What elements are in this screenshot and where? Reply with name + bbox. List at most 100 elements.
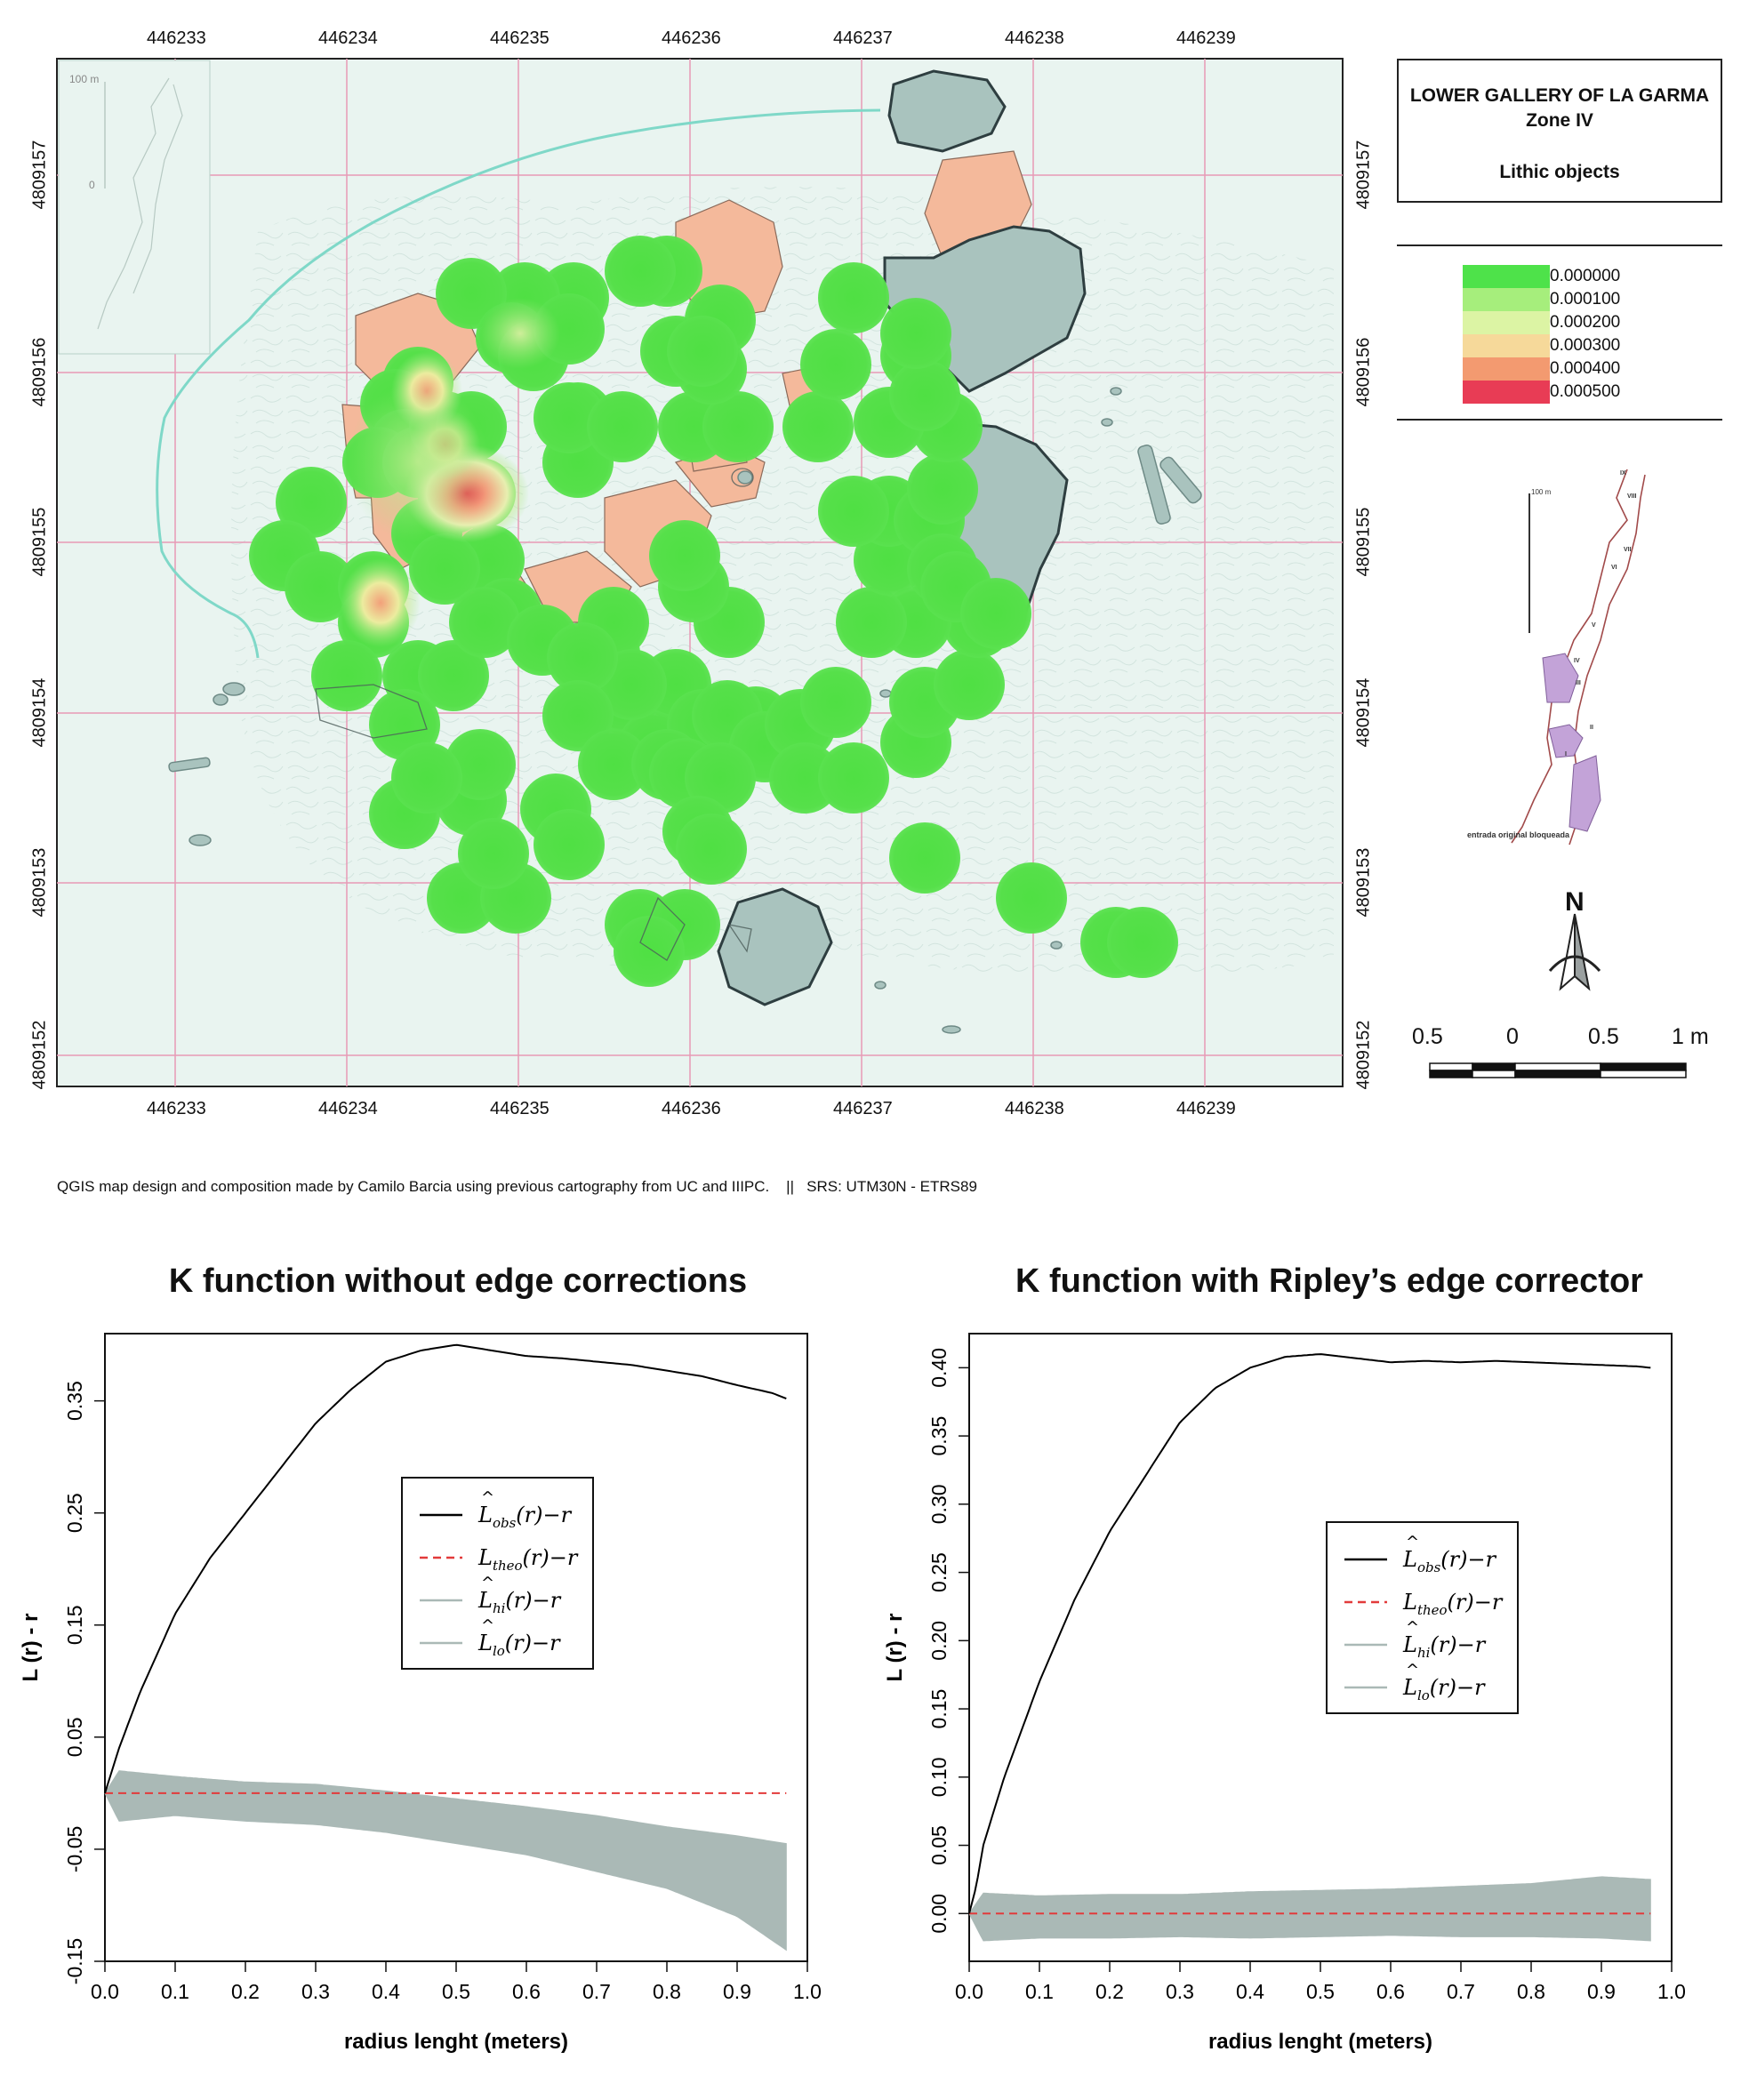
y-axis-label: L (r) - r: [883, 1614, 907, 1682]
map-title-box: LOWER GALLERY OF LA GARMA Zone IV Lithic…: [1397, 59, 1722, 203]
legend-label: 0.000300: [1550, 336, 1621, 355]
x-tick-label: 0.8: [653, 1980, 681, 2003]
y-tick-label: 0.40: [927, 1348, 951, 1388]
map-x-tick-top: 446238: [1005, 28, 1064, 48]
hotspot-circle: [445, 729, 516, 800]
y-tick-label: 0.25: [63, 1493, 86, 1533]
map-x-tick-bottom: 446233: [147, 1099, 206, 1118]
x-tick-label: 1.0: [1657, 1980, 1686, 2003]
map-y-tick-left: 4809154: [29, 677, 50, 748]
north-arrow-icon: [1548, 913, 1601, 991]
k-function-chart-ripley: 0.0 0.1 0.2 0.3 0.4 0.5 0.6 0.7 0.8 0.9 1.0 0.00 0.0…: [883, 1333, 1686, 2054]
x-tick-label: 0.3: [1166, 1980, 1194, 2003]
envelope-band: [968, 1876, 1651, 1942]
scale-bar-label: 0: [1506, 1024, 1519, 1049]
map-title: LOWER GALLERY OF LA GARMA: [1409, 85, 1710, 106]
density-glow: [347, 382, 489, 542]
hotspot-circle: [818, 476, 889, 547]
hotspot-circle: [836, 587, 907, 658]
plot-frame: [968, 1333, 1673, 1962]
location-zone-label: I: [1565, 751, 1567, 757]
hat-icon: ^: [481, 1574, 494, 1592]
location-zone-label: V: [1592, 622, 1596, 629]
location-map: [1511, 469, 1646, 846]
hat-icon: ^: [1406, 1661, 1419, 1679]
y-tick-label: 0.25: [927, 1552, 951, 1592]
legend-swatch: [1463, 357, 1550, 381]
x-tick-label: 0.5: [442, 1980, 470, 2003]
map-y-tick-right: 4809156: [1353, 337, 1374, 407]
x-tick-label: 0.0: [955, 1980, 983, 2003]
hotspot-circle: [880, 298, 951, 369]
map-x-tick-bottom: 446236: [662, 1099, 721, 1118]
x-tick-label: 0.9: [1587, 1980, 1616, 2003]
location-zone-label: III: [1576, 680, 1581, 686]
legend-entry: Lobs(r)−r: [477, 1503, 573, 1531]
hotspot-circle: [769, 742, 840, 814]
map-subtitle: Zone IV: [1526, 110, 1593, 131]
river-line: [156, 108, 881, 659]
x-tick-label: 0.6: [512, 1980, 541, 2003]
chart-1-title: K function without edge corrections: [168, 1262, 748, 1300]
hotspot-circle: [276, 467, 347, 538]
x-tick-label: 0.3: [301, 1980, 330, 2003]
y-tick-label: 0.15: [63, 1605, 86, 1645]
hotspot-circle: [285, 551, 356, 622]
x-tick-label: 0.1: [161, 1980, 189, 2003]
y-tick-label: 0.15: [927, 1689, 951, 1729]
scale-bar-label: 1 m: [1672, 1024, 1709, 1049]
north-label: N: [1565, 887, 1585, 917]
map-x-tick-top: 446236: [662, 28, 721, 48]
map-y-tick-right: 4809154: [1353, 677, 1374, 748]
rock-outlines-overlay: [315, 468, 754, 961]
legend-entry: Lhi(r)−r: [477, 1588, 562, 1616]
map-y-tick-left: 4809155: [29, 507, 50, 577]
legend-swatch: [1463, 334, 1550, 357]
hotspot-circle: [960, 578, 1031, 649]
location-zone-label: VIII: [1627, 493, 1637, 500]
x-tick-label: 0.8: [1517, 1980, 1545, 2003]
hotspot-circle: [996, 862, 1067, 934]
hotspot-circle: [685, 742, 756, 814]
legend-label: 0.000500: [1550, 382, 1621, 401]
x-axis-label: radius lenght (meters): [1208, 2030, 1432, 2054]
hat-icon: ^: [481, 1616, 494, 1635]
legend-swatch: [1463, 311, 1550, 334]
zone-map: 100 m 0: [56, 58, 1722, 1087]
hotspot-circle: [676, 814, 747, 885]
hotspot-circle: [587, 391, 658, 462]
hotspot-circle: [418, 640, 489, 711]
x-tick-label: 0.5: [1306, 1980, 1335, 2003]
overview-cave-outline: [97, 77, 183, 330]
hotspot-circle: [800, 667, 871, 738]
x-tick-label: 0.7: [582, 1980, 611, 2003]
hotspot-circle: [782, 391, 854, 462]
y-tick-label: 0.05: [927, 1825, 951, 1865]
hotspot-circle: [889, 822, 960, 894]
envelope-band: [104, 1770, 787, 1952]
legend-label: 0.000000: [1550, 267, 1621, 285]
hotspot-circle: [702, 391, 774, 462]
k-function-chart-no-correction: 0.0 0.1 0.2 0.3 0.4 0.5 0.6 0.7 0.8 0.9 1.0 -0.15 -0…: [19, 1333, 822, 2054]
map-y-tick-left: 4809153: [29, 847, 50, 918]
legend-label: 0.000200: [1550, 313, 1621, 332]
location-zone-label: VI: [1611, 565, 1617, 571]
hotspot-circle: [934, 649, 1005, 720]
location-caption: entrada original bloqueada: [1467, 830, 1570, 839]
chart-legend: [1326, 1521, 1519, 1714]
x-tick-label: 0.4: [1236, 1980, 1264, 2003]
observed-line: [968, 1353, 1651, 1914]
hat-icon: ^: [1406, 1618, 1419, 1637]
map-x-tick-top: 446235: [490, 28, 550, 48]
location-zone-label: IX: [1620, 470, 1626, 477]
y-tick-label: 0.35: [927, 1416, 951, 1456]
scale-bar-label: 0.5: [1412, 1024, 1443, 1049]
legend-swatch: [1463, 288, 1550, 311]
chart-2-title: K function with Ripley’s edge corrector: [1015, 1262, 1643, 1300]
chart-legend: [401, 1477, 594, 1670]
y-tick-label: 0.30: [927, 1484, 951, 1524]
x-tick-label: 0.1: [1025, 1980, 1054, 2003]
hat-icon: ^: [481, 1488, 494, 1507]
density-peak-4: [341, 558, 421, 647]
y-tick-label: -0.15: [63, 1938, 86, 1984]
